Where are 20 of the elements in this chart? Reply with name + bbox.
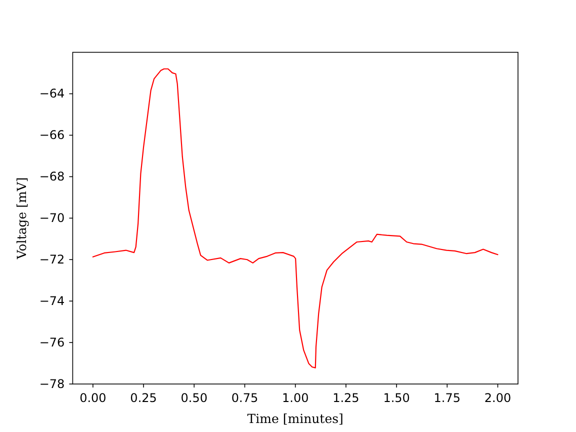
y-tick-label: −74 xyxy=(39,294,65,308)
y-tick-label: −76 xyxy=(39,335,65,350)
x-tick-label: 1.25 xyxy=(332,391,360,406)
y-tick-label: −66 xyxy=(39,128,65,142)
line-series xyxy=(92,68,498,368)
x-tick-label: 2.00 xyxy=(484,391,512,406)
y-tick-label: −70 xyxy=(39,210,65,225)
x-tick-label: 1.00 xyxy=(282,391,309,406)
y-tick-label: −78 xyxy=(39,376,65,391)
x-tick-label: 0.50 xyxy=(180,391,208,406)
x-tick-label: 0.75 xyxy=(231,391,258,406)
y-tick-label: −68 xyxy=(39,170,65,184)
x-tick-label: 1.75 xyxy=(434,391,461,406)
y-tick-label: −64 xyxy=(39,86,65,101)
x-tick-label: 1.50 xyxy=(383,391,410,406)
x-tick-label: 0.00 xyxy=(80,391,106,406)
y-tick-label: −72 xyxy=(39,252,65,266)
x-axis-title: Time [minutes] xyxy=(247,411,344,426)
y-axis-title: Voltage [mV] xyxy=(14,177,29,260)
x-tick-label: 0.25 xyxy=(130,391,157,406)
